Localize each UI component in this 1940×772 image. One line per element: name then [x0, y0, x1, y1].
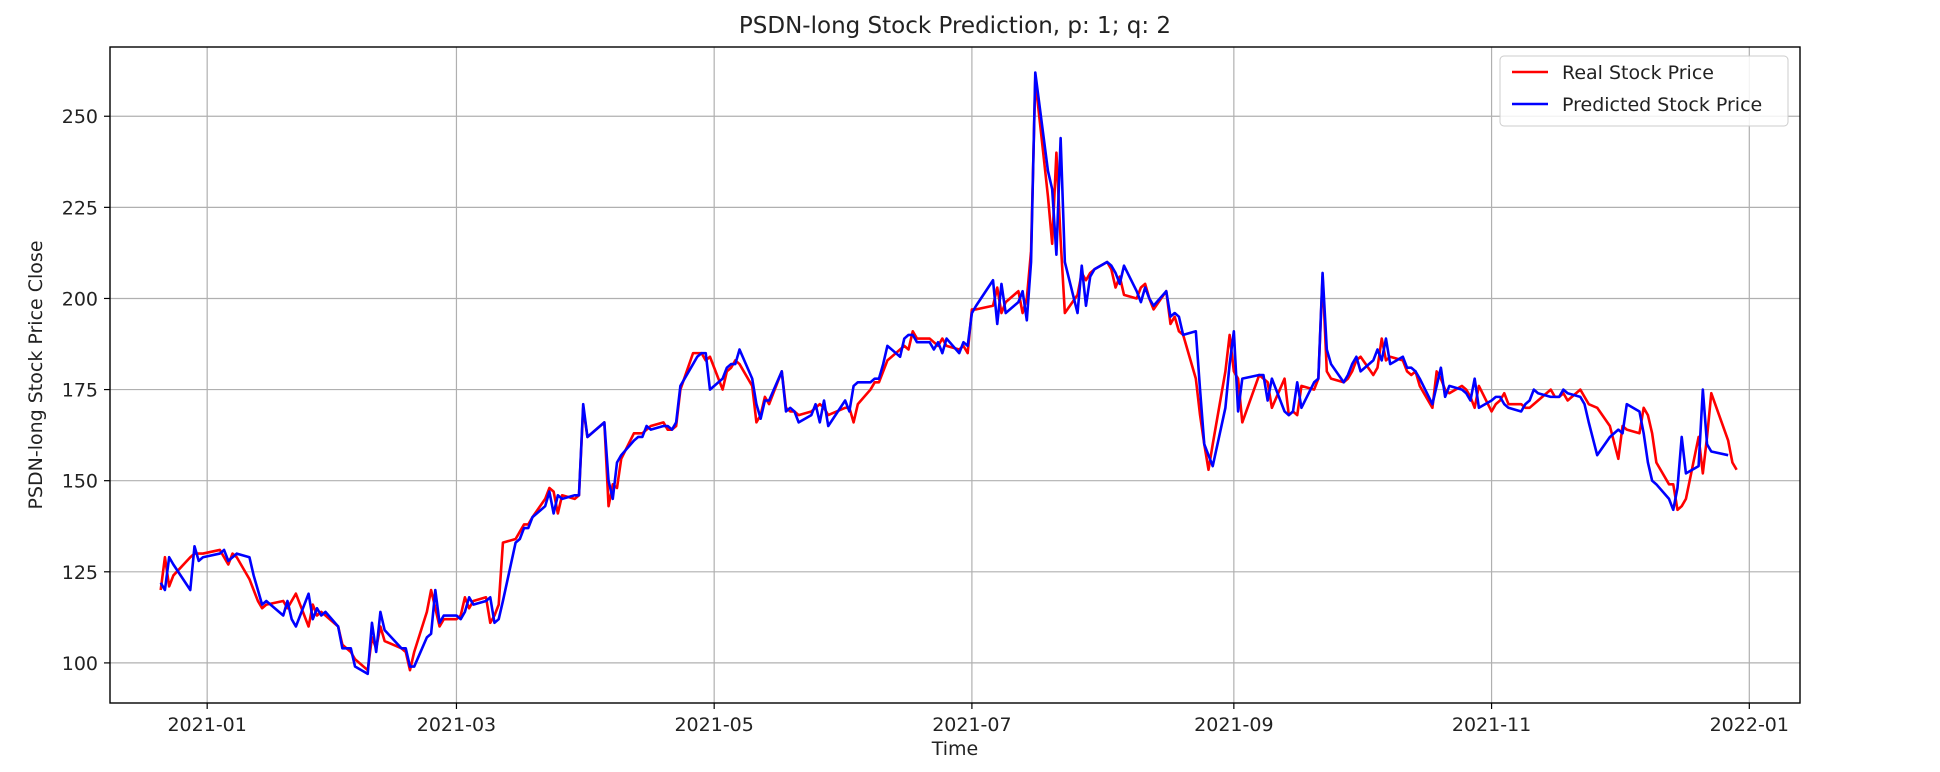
chart-title: PSDN-long Stock Prediction, p: 1; q: 2 — [739, 13, 1171, 39]
grid — [110, 47, 1800, 703]
legend: Real Stock Price Predicted Stock Price — [1499, 55, 1789, 127]
x-tick-label: 2021-01 — [167, 714, 246, 736]
series-group — [159, 71, 1738, 676]
legend-label-predicted: Predicted Stock Price — [1562, 94, 1762, 116]
x-axis-ticks: 2021-01 2021-03 2021-05 2021-07 2021-09 2021-… — [167, 703, 1789, 736]
plot-frame — [109, 46, 1801, 704]
legend-box — [1499, 55, 1789, 127]
y-axis-label: PSDN-long Stock Price Close — [25, 240, 47, 509]
y-tick-label: 125 — [62, 562, 98, 584]
legend-label-real: Real Stock Price — [1562, 62, 1714, 84]
y-axis-ticks: 100 125 150 175 200 225 250 — [62, 106, 110, 675]
x-tick-label: 2021-05 — [674, 714, 753, 736]
y-tick-label: 250 — [62, 106, 98, 128]
x-tick-label: 2022-01 — [1710, 714, 1789, 736]
y-tick-label: 200 — [62, 288, 98, 310]
x-tick-label: 2021-03 — [417, 714, 496, 736]
y-tick-label: 150 — [62, 471, 98, 493]
y-tick-label: 100 — [62, 653, 98, 675]
y-tick-label: 225 — [62, 197, 98, 219]
x-tick-label: 2021-11 — [1452, 714, 1531, 736]
y-tick-label: 175 — [62, 380, 98, 402]
x-axis-label: Time — [931, 738, 979, 760]
x-tick-label: 2021-07 — [932, 714, 1011, 736]
series-line-predicted — [159, 71, 1729, 676]
x-tick-label: 2021-09 — [1194, 714, 1273, 736]
